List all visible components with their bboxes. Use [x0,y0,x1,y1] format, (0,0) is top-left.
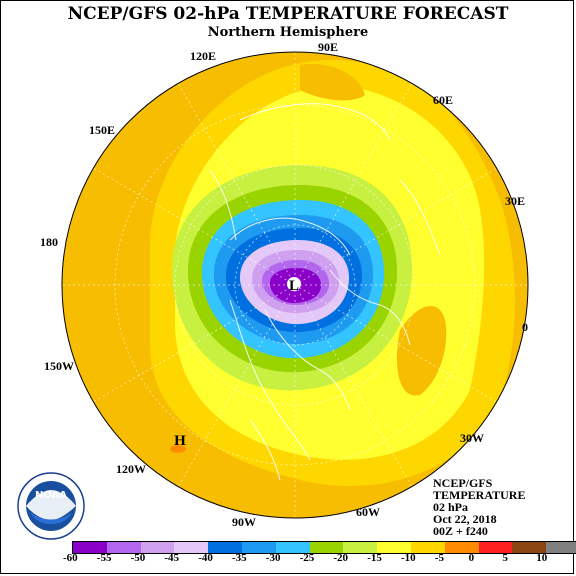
lon-label-90w: 90W [232,515,256,529]
colorbar-swatch [444,542,479,553]
info-line-5: 00Z + f240 [433,524,488,538]
colorbar-tick-label: -50 [130,552,146,564]
colorbar-tick-label: 10 [536,552,548,564]
lon-label-120e: 120E [190,49,217,63]
colorbar-tick-label: -5 [434,552,444,564]
low-marker: L [287,277,301,294]
colorbar-swatch [275,542,310,553]
colorbar-tick-label: 5 [502,552,508,564]
colorbar-swatch [208,542,242,553]
high-label: H [174,433,186,449]
colorbar-tick-label: -45 [164,552,180,564]
colorbar-swatch [174,542,209,553]
colorbar-tick-label: -60 [63,552,78,564]
warm-orange-band-right [470,140,528,290]
colorbar-tick-label: -15 [367,552,382,564]
info-line-2: TEMPERATURE [433,488,526,502]
info-block: NCEP/GFS TEMPERATURE 02 hPa Oct 22, 2018… [433,477,525,537]
warm-blob-north [300,64,365,101]
info-line-1: NCEP/GFS [433,476,493,490]
colorbar-tick-label: -25 [299,552,315,564]
lon-label-0: 0 [522,320,528,334]
lon-label-180: 180 [40,235,58,249]
info-line-3: 02 hPa [433,500,469,514]
colorbar-tick-label: 0 [468,552,475,564]
map-border [61,51,529,519]
warm-spot-pacific [170,445,186,453]
colorbar-swatch [410,542,445,553]
graticule [62,52,528,518]
warm-blob-east [396,306,447,396]
colorbar [72,541,576,554]
colorbar-tick-label: -35 [232,552,247,564]
colorbar-swatch [512,542,547,553]
colorbar-swatch [140,542,175,553]
colorbar-swatch [343,542,378,553]
lon-label-90e: 90E [318,40,339,54]
coastlines [209,103,441,481]
colorbar-swatch [73,542,107,553]
colorbar-tick-label: -30 [265,552,281,564]
lon-label-120w: 120W [116,462,146,476]
lon-label-150e: 150E [89,123,116,137]
lon-label-30e: 30E [505,194,526,208]
lon-label-60e: 60E [433,93,454,107]
colorbar-swatch [309,542,344,553]
colorbar-tick-label: -40 [198,552,213,564]
lon-label-150w: 150W [44,359,74,373]
colorbar-swatch [241,542,276,553]
map-subtitle: Northern Hemisphere [207,25,369,40]
low-label: L [289,278,299,294]
lon-label-60w: 60W [356,505,380,519]
colorbar-swatch [546,542,576,553]
colorbar-swatch [478,542,513,553]
lon-label-30w: 30W [460,431,484,445]
map-title: NCEP/GFS 02-hPa TEMPERATURE FORECAST [67,4,509,24]
colorbar-swatch [106,542,141,553]
colorbar-tick-label: -10 [401,552,416,564]
colorbar-tick-label: -55 [96,552,112,564]
colorbar-tick-label: -20 [333,552,349,564]
info-line-4: Oct 22, 2018 [433,512,497,526]
colorbar-swatch [377,542,411,553]
